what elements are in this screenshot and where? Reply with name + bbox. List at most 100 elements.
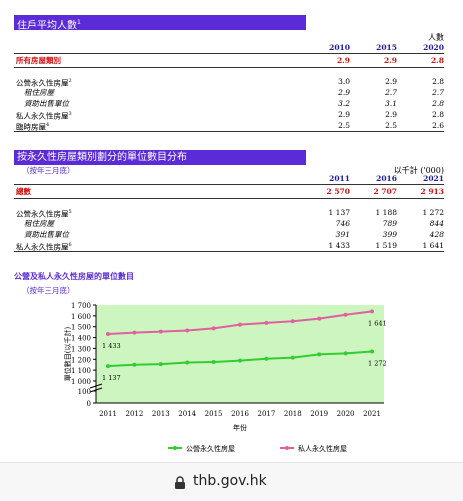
data-point (290, 319, 295, 324)
y-tick-label: 1 500 (71, 324, 91, 332)
legend-label: 公營永久性房屋 (186, 444, 235, 453)
footnote-marker: 3 (68, 111, 72, 117)
y-tick-label: 0 (87, 400, 91, 408)
row-value: 2.8 (432, 110, 444, 119)
table-row: 租住房屋 2.9 2.7 2.7 (14, 87, 444, 98)
data-point (370, 349, 374, 354)
data-point (158, 362, 163, 367)
data-label: 1 137 (102, 374, 121, 382)
row-value: 2.5 (385, 121, 397, 130)
data-point (264, 320, 269, 325)
table-row: 公營永久性房屋2 3.0 2.9 2.8 (14, 76, 444, 88)
chart-subtitle: （按年三月底） (22, 286, 75, 295)
y-tick-label: 1 700 (71, 302, 91, 310)
footnote-marker: 6 (68, 242, 72, 248)
footnote-marker: 4 (46, 122, 50, 128)
data-point (317, 352, 322, 357)
legend-label: 私人永久性房屋 (298, 444, 347, 453)
data-point (264, 356, 269, 361)
row-value: 2.9 (383, 56, 397, 65)
y-tick-label: 1 400 (71, 335, 91, 343)
legend-marker (173, 446, 177, 450)
section-1-unit: 人數 (428, 33, 444, 42)
row-value: 2.7 (385, 88, 397, 97)
row-label: 公營永久性房屋5 (16, 209, 72, 219)
data-point (106, 364, 110, 369)
row-label: 租住房屋 (24, 219, 54, 228)
row-value: 1 519 (375, 241, 397, 250)
row-value: 1 137 (328, 208, 350, 217)
table-row: 總數 2 570 2 707 2 913 (14, 185, 444, 199)
x-tick-label: 2017 (257, 410, 275, 418)
table-row: 租住房屋 746 789 844 (14, 218, 444, 229)
data-point (132, 330, 137, 335)
y-tick-label: 1 000 (71, 378, 91, 386)
row-label: 資助出售單位 (24, 99, 69, 108)
row-value: 2.8 (432, 77, 444, 86)
footnote-marker: 5 (68, 209, 72, 215)
x-tick-label: 2018 (284, 410, 302, 418)
row-label: 所有房屋類別 (16, 56, 61, 65)
x-tick-label: 2012 (125, 410, 143, 418)
table-row: 私人永久性房屋6 1 433 1 519 1 641 (14, 240, 444, 252)
row-value: 746 (335, 219, 350, 228)
data-point (317, 316, 322, 321)
browser-address-bar[interactable]: thb.gov.hk (0, 462, 463, 501)
table-row: 公營永久性房屋5 1 137 1 188 1 272 (14, 207, 444, 219)
row-label: 總數 (16, 187, 31, 196)
table-row: 臨時房屋4 2.5 2.5 2.6 (14, 120, 444, 132)
x-tick-label: 2019 (310, 410, 328, 418)
chart-title: 公營及私人永久性房屋的單位數目 (14, 272, 134, 281)
y-tick-label: 100 (78, 388, 91, 396)
housing-units-table: 2011 2016 2021 總數 2 570 2 707 2 913 公營永久性房屋5 1 1… (14, 173, 444, 252)
x-tick-label: 2015 (205, 410, 223, 418)
row-label: 租住房屋 (24, 88, 54, 97)
table-header-row: 2011 2016 2021 (14, 173, 444, 185)
section-1-title: 住戶平均人數1 (14, 15, 306, 31)
housing-units-line-chart: 0 100 1 000 1 100 1 200 1 300 1 400 1 500 1 600 1… (63, 302, 387, 453)
row-value: 1 641 (422, 241, 444, 250)
row-label: 臨時房屋4 (16, 122, 50, 132)
row-value: 2.9 (336, 56, 350, 65)
data-point (158, 329, 163, 334)
table-row: 資助出售單位 391 399 428 (14, 229, 444, 240)
row-value: 2.5 (338, 121, 350, 130)
url-text[interactable]: thb.gov.hk (193, 473, 267, 489)
year-header: 2016 (376, 174, 397, 183)
table-header-row: 2010 2015 2020 (14, 42, 444, 54)
row-value: 2.9 (338, 88, 350, 97)
x-tick-label: 2014 (178, 410, 196, 418)
y-axis-label: 單位數目(以千計) (63, 327, 72, 382)
data-label: 1 433 (102, 342, 121, 350)
row-value: 391 (335, 230, 350, 239)
x-tick-label: 2021 (363, 410, 381, 418)
data-point (185, 328, 190, 333)
row-value: 2 913 (420, 187, 445, 196)
section-2-title: 按永久性房屋類別劃分的單位數目分布 (14, 150, 306, 165)
footnote-marker: 2 (68, 78, 72, 84)
lock-icon (174, 475, 186, 494)
data-point (106, 331, 110, 336)
year-header: 2011 (329, 174, 350, 183)
row-value: 3.0 (338, 77, 350, 86)
row-value: 2.8 (430, 56, 444, 65)
data-point (370, 309, 374, 314)
data-point (238, 358, 242, 363)
data-point (290, 355, 295, 360)
household-size-table: 2010 2015 2020 所有房屋類別 2.9 2.9 2.8 公營永久性房屋2 3.0 2.… (14, 42, 444, 132)
x-tick-label: 2016 (231, 410, 249, 418)
row-value: 3.1 (385, 99, 397, 108)
data-label: 1 641 (368, 319, 387, 327)
y-tick-label: 1 200 (71, 356, 91, 364)
x-tick-label: 2013 (152, 410, 170, 418)
data-label: 1 272 (368, 359, 387, 367)
row-value: 2.9 (385, 77, 397, 86)
row-value: 1 272 (422, 208, 444, 217)
row-label: 公營永久性房屋2 (16, 78, 72, 88)
year-header: 2010 (329, 43, 350, 52)
row-label: 私人永久性房屋3 (16, 111, 72, 121)
x-tick-label: 2020 (337, 410, 355, 418)
row-label: 資助出售單位 (24, 230, 69, 239)
row-value: 2 707 (373, 187, 398, 196)
data-point (238, 322, 242, 327)
